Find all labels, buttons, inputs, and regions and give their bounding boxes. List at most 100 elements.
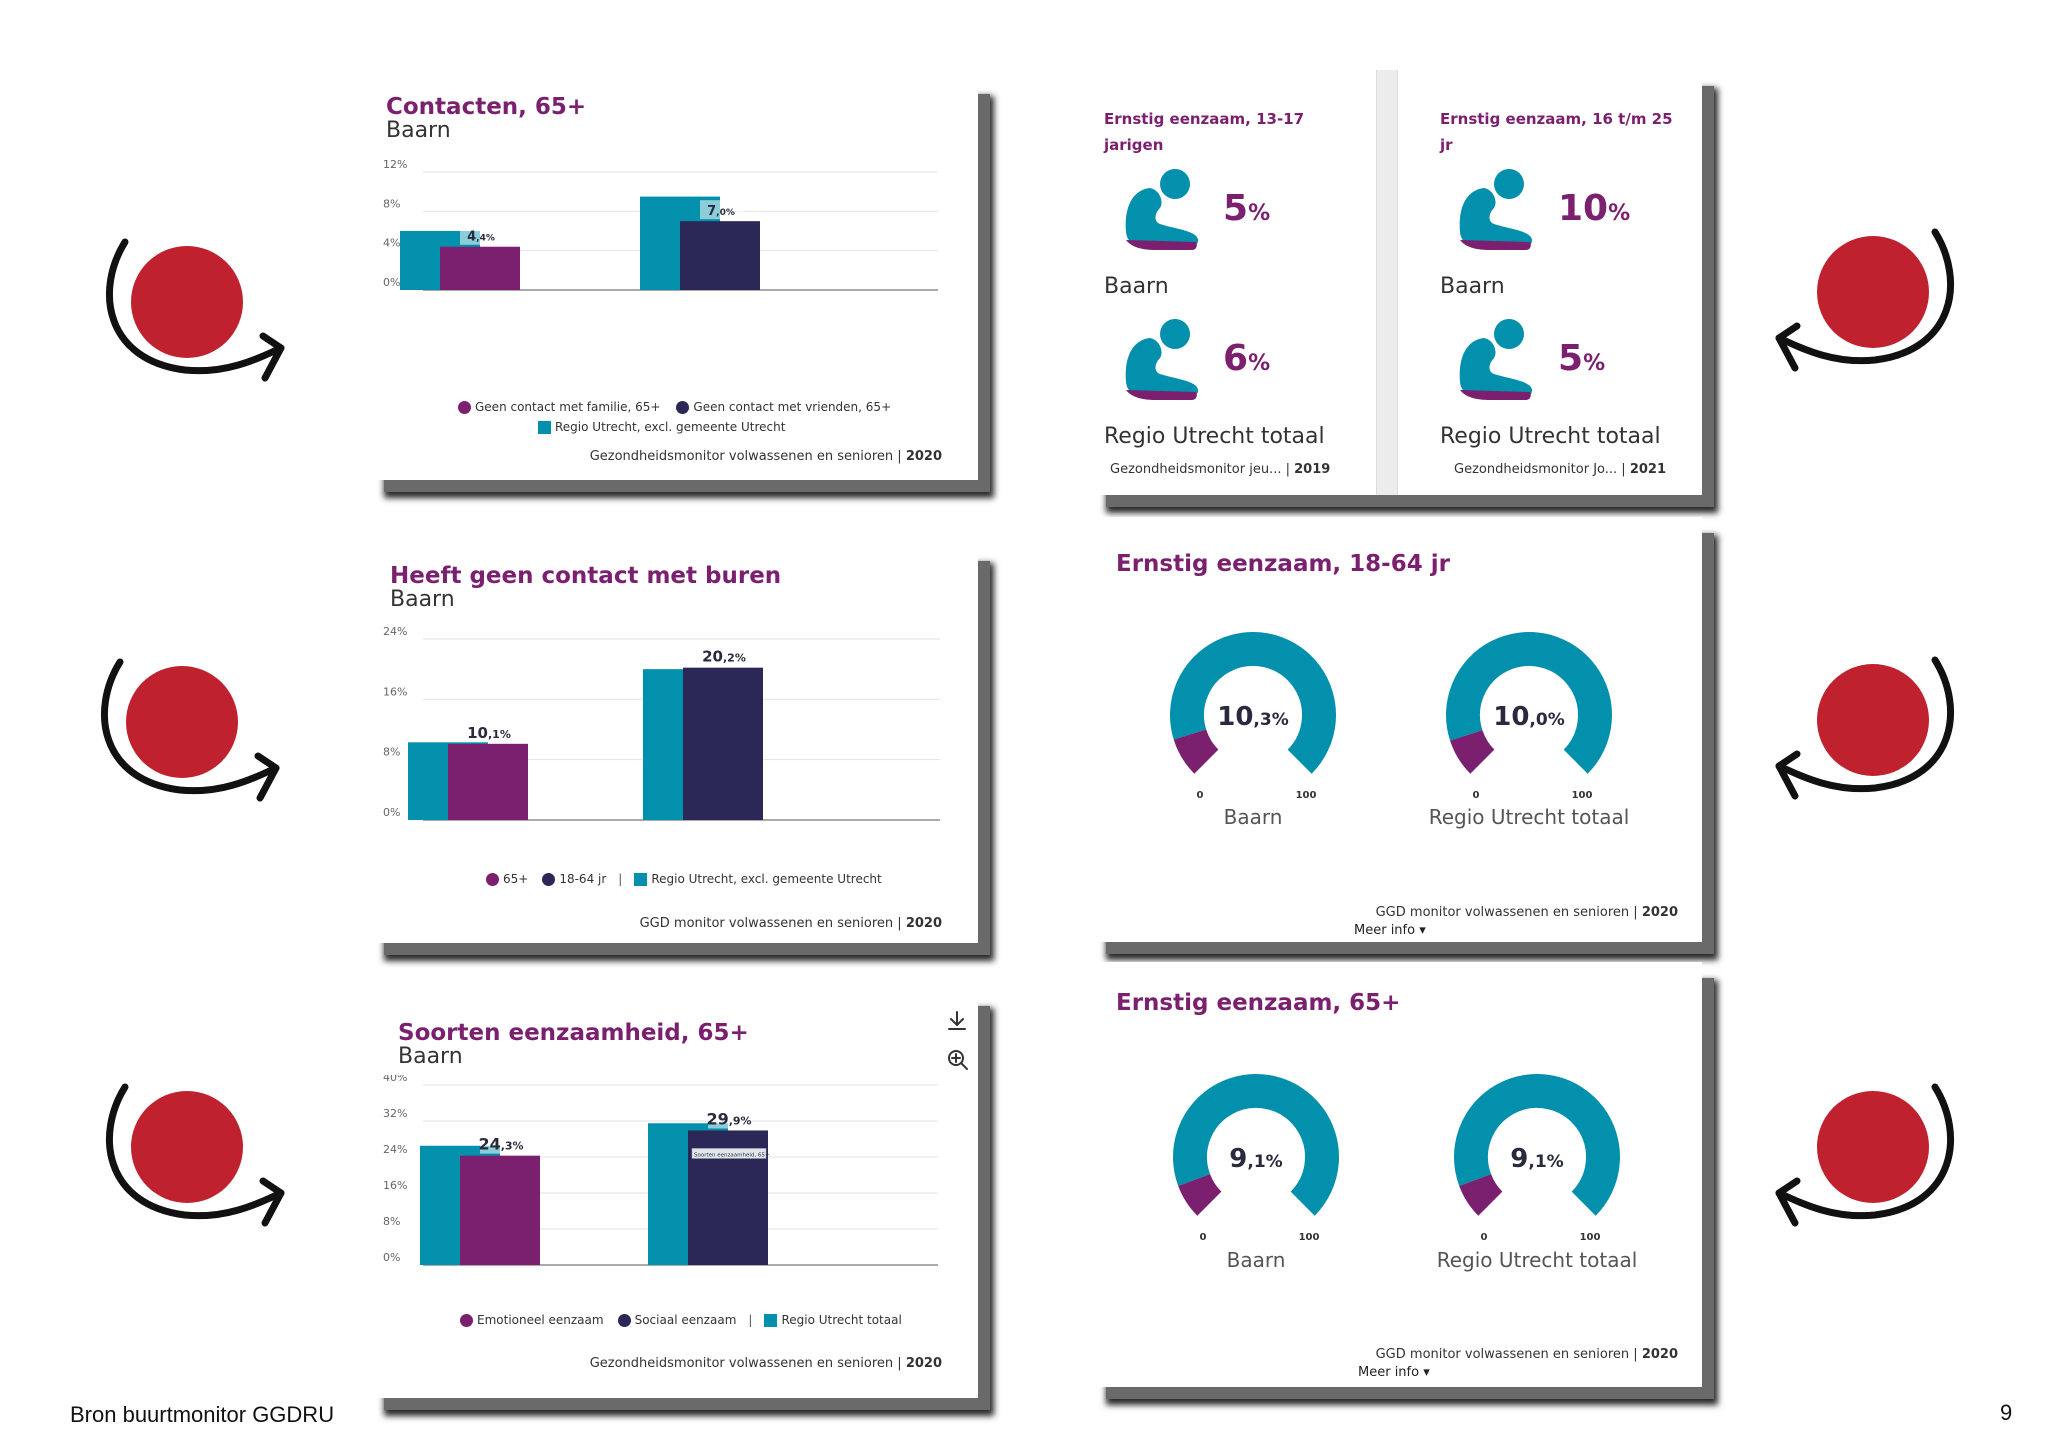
data-label: 24,3% — [478, 1135, 523, 1154]
bar-primary[interactable] — [448, 743, 528, 820]
gauge-label: Regio Utrecht totaal — [1428, 805, 1630, 829]
gauge-value-text: 9,1% — [1510, 1144, 1563, 1174]
legend-label: Regio Utrecht, excl. gemeente Utrecht — [555, 420, 786, 434]
gauge-value-text: 10,3% — [1217, 702, 1289, 732]
source-text: Gezondheidsmonitor Jo... — [1454, 462, 1618, 477]
data-label: 10,1% — [467, 724, 511, 742]
y-tick-label: 24% — [383, 1143, 407, 1156]
stat-value: 10% — [1558, 188, 1630, 229]
stat-value-unit: % — [1248, 201, 1271, 226]
y-tick-label: 8% — [383, 1215, 400, 1228]
chart-card-soorten: Soorten eenzaamheid, 65+ Baarn 40% 32% 24%… — [368, 990, 978, 1398]
bar-secondary[interactable] — [683, 667, 763, 820]
gauge-value-arc[interactable] — [1173, 728, 1219, 774]
stat-value-number: 6 — [1223, 338, 1249, 379]
gauge-value-arc[interactable] — [1459, 1173, 1503, 1216]
gauge-label: Baarn — [1226, 1248, 1286, 1272]
legend-row-2: Regio Utrecht, excl. gemeente Utrecht — [538, 420, 785, 434]
gauge-min-label: 0 — [1197, 790, 1204, 801]
download-icon[interactable] — [946, 1010, 968, 1032]
red-circle-arrow-left-1 — [105, 238, 285, 382]
bar-primary[interactable] — [460, 1155, 540, 1265]
gauge-regio: 10,0% 0 100 — [1446, 632, 1612, 801]
gauge-max-label: 100 — [1580, 1232, 1601, 1243]
stat-value: 6% — [1223, 338, 1270, 379]
stat-label: Baarn — [1440, 274, 1505, 299]
legend-swatch-teal — [764, 1313, 778, 1327]
gauge-baarn: 10,3% 0 100 — [1170, 632, 1336, 801]
legend-label: Emotioneel eenzaam — [477, 1313, 604, 1327]
source-year: 2020 — [905, 1356, 942, 1371]
y-tick-label: 32% — [383, 1107, 407, 1120]
y-tick-label: 0% — [383, 806, 400, 819]
source-text: Gezondheidsmonitor jeu... — [1110, 462, 1282, 477]
panel-divider — [1376, 70, 1398, 495]
page-number: 9 — [2000, 1400, 2013, 1425]
chart-title: Heeft geen contact met buren — [390, 563, 782, 589]
chart-title: Ernstig eenzaam, 18-64 jr — [1116, 551, 1450, 577]
y-tick-label: 16% — [383, 1179, 407, 1192]
data-label-bg — [703, 644, 747, 666]
gauge-min-label: 0 — [1481, 1232, 1488, 1243]
stat-card-jongeren: Ernstig eenzaam, 13-17 jarigen 5% Baarn … — [1090, 70, 1702, 495]
source-text: GGD monitor volwassenen en senioren — [639, 916, 894, 931]
gauge-min-label: 0 — [1473, 790, 1480, 801]
source-text: Gezondheidsmonitor volwassenen en senior… — [589, 1356, 894, 1371]
legend-swatch-navy — [676, 400, 690, 414]
legend-swatch-purple — [486, 872, 499, 886]
red-circle-arrow-left-2 — [100, 658, 280, 802]
caret-down-icon: ▾ — [1423, 1365, 1430, 1380]
stat-value-unit: % — [1248, 351, 1271, 376]
stat-value-number: 10 — [1558, 188, 1609, 229]
gauge-label: Regio Utrecht totaal — [1436, 1248, 1638, 1272]
stat-value: 5% — [1223, 188, 1270, 229]
tooltip-box — [691, 1148, 767, 1159]
data-label: 29,9% — [706, 1109, 751, 1128]
footer-source: Bron buurtmonitor GGDRU — [70, 1402, 335, 1427]
gauge-value-arc[interactable] — [1178, 1173, 1222, 1216]
data-label: 7,0% — [707, 204, 735, 219]
data-label-bg — [700, 200, 744, 220]
stat-label: Regio Utrecht totaal — [1440, 424, 1661, 449]
gauge-track — [1446, 632, 1612, 774]
y-tick-label: 4% — [383, 237, 400, 250]
red-circle-arrow-left-3 — [105, 1083, 285, 1227]
legend-row: Emotioneel eenzaam Sociaal eenzaam | Reg… — [460, 1313, 902, 1327]
bar-secondary[interactable] — [680, 221, 760, 290]
y-tick-label: 8% — [383, 746, 400, 759]
meer-info-link[interactable]: Meer info ▾ — [1358, 1365, 1430, 1380]
meer-info-label: Meer info — [1358, 1365, 1420, 1380]
stat-value-number: 5 — [1223, 188, 1249, 229]
meer-info-link[interactable]: Meer info ▾ — [1354, 923, 1426, 938]
source-text: GGD monitor volwassenen en senioren — [1375, 905, 1630, 920]
y-tick-label: 8% — [383, 197, 400, 210]
gauge-min-label: 0 — [1200, 1232, 1207, 1243]
legend-row-1: Geen contact met familie, 65+ Geen conta… — [458, 400, 891, 414]
red-circle-arrow-right-2 — [1775, 656, 1955, 800]
chart-source: GGD monitor volwassenen en senioren | 20… — [1375, 905, 1678, 920]
source-year: 2021 — [1629, 462, 1667, 477]
gauge-max-label: 100 — [1572, 790, 1593, 801]
person-sitting-icon — [1459, 319, 1533, 400]
legend-label: 65+ — [503, 872, 529, 886]
chart-title: Contacten, 65+ — [386, 94, 587, 120]
bar-primary[interactable] — [440, 246, 520, 290]
stat-value-number: 5 — [1558, 338, 1584, 379]
gauge-value-arc[interactable] — [1450, 729, 1495, 774]
data-label: 20,2% — [702, 648, 746, 666]
gauge-value-text: 10,0% — [1493, 702, 1565, 732]
data-label-bg — [708, 1106, 752, 1129]
zoom-in-icon[interactable] — [946, 1048, 970, 1072]
legend-label: Regio Utrecht, excl. gemeente Utrecht — [651, 872, 882, 886]
source-year: 2020 — [1641, 905, 1678, 920]
data-label-bg — [460, 225, 504, 245]
stat-title: Ernstig eenzaam, 16 t/m 25 jr — [1440, 110, 1673, 154]
legend-swatch-purple — [458, 400, 471, 414]
stat-source: Gezondheidsmonitor jeu... | 2019 — [1110, 462, 1331, 477]
chart-source: Gezondheidsmonitor volwassenen en senior… — [589, 1356, 942, 1371]
data-label-bg — [468, 720, 512, 742]
legend-swatch-teal — [538, 420, 551, 434]
bar-chart-soorten: 40% 32% 24% 16% 8% 0% 24,3% 29,9% Soorten eenzaa… — [383, 1075, 938, 1266]
chart-source: GGD monitor volwassenen en senioren | 20… — [639, 916, 942, 931]
tooltip-text: Soorten eenzaamheid, 65+ — [694, 1152, 770, 1158]
